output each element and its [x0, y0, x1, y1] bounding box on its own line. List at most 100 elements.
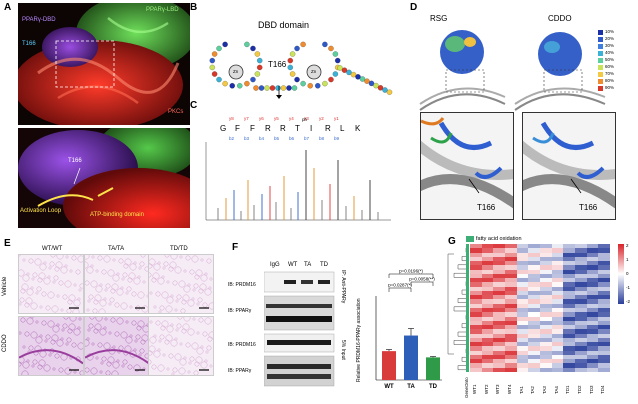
heatmap-cell — [551, 363, 564, 369]
dbd-domain-title: DBD domain — [258, 20, 310, 30]
heatmap-cell — [481, 329, 494, 334]
heatmap-cell — [481, 342, 494, 347]
heatmap-cell — [505, 316, 517, 322]
heatmap-cell — [528, 325, 541, 330]
heatmap-cell — [516, 282, 529, 287]
dbd-bead — [355, 74, 361, 80]
heatmap-cell — [481, 346, 494, 351]
heatmap-cell — [540, 363, 552, 369]
dbd-bead — [335, 57, 341, 64]
heatmap-cell — [481, 308, 494, 313]
heatmap-cell — [470, 248, 482, 253]
heatmap-cell — [505, 252, 517, 258]
lane-td: TD — [320, 262, 328, 268]
atp-domain-label: ATP-binding domain — [90, 212, 144, 218]
heatmap-cell — [540, 325, 552, 330]
dbd-bead — [258, 85, 265, 91]
heatmap-cell — [505, 265, 517, 270]
dbd-bead — [337, 65, 343, 71]
heatmap-cell — [505, 282, 517, 287]
heatmap-cell — [481, 320, 494, 326]
heatmap-cell — [516, 295, 529, 300]
heatmap-cell — [528, 303, 541, 309]
heatmap-cell — [575, 244, 587, 249]
western-blot — [264, 271, 335, 387]
heatmap-cell — [470, 346, 482, 351]
dbd-bead — [222, 41, 228, 48]
legend-label: fatty acid oxidation — [476, 236, 522, 242]
heatmap-cell — [586, 248, 599, 253]
heatmap-cell — [575, 256, 587, 262]
heatmap-cell — [516, 342, 529, 347]
y-ion-mark: y1 — [334, 116, 339, 121]
heatmap-cell — [493, 282, 506, 287]
heatmap-cell — [481, 333, 494, 339]
heatmap-cell — [575, 269, 587, 275]
heatmap-cell — [575, 295, 587, 300]
heatmap-cell — [528, 290, 541, 296]
dbd-bead — [322, 80, 328, 87]
dbd-bead — [332, 71, 339, 77]
heatmap-cell — [563, 308, 576, 313]
heatmap-cell — [575, 354, 587, 360]
heatmap-cell — [528, 248, 541, 253]
scale-label: 70% — [605, 71, 615, 76]
heatmap-cell — [528, 354, 541, 360]
heatmap-cell — [563, 290, 576, 296]
dbd-bead — [294, 45, 300, 52]
heatmap-cell — [551, 354, 564, 360]
dbd-bead — [286, 85, 292, 91]
dbd-bead — [257, 64, 263, 71]
heatmap-cell — [505, 273, 517, 279]
heatmap-cell — [563, 269, 576, 275]
heatmap-cell — [540, 278, 552, 283]
panel-label-f: F — [232, 242, 239, 253]
heatmap-cell — [493, 350, 506, 356]
scale-label: 50% — [605, 57, 615, 62]
heatmap-cell — [586, 354, 599, 360]
scale-bot: -2 — [626, 299, 631, 304]
heatmap-cell — [540, 256, 552, 262]
dbd-bead — [328, 76, 334, 83]
heatmap-cell — [575, 299, 587, 305]
heatmap-cell — [528, 278, 541, 283]
dbd-bead — [341, 67, 348, 73]
dbd-bead — [300, 41, 306, 48]
y-ion-mark: y5 — [274, 116, 279, 121]
dbd-bead — [328, 45, 334, 52]
heatmap-cell — [575, 342, 587, 347]
heatmap-color-scale — [618, 244, 624, 304]
heatmap-cell — [540, 286, 552, 292]
dbd-bead — [254, 51, 261, 57]
dbd-bead — [287, 57, 293, 64]
scale-swatch — [598, 51, 603, 56]
b-ion-mark: b5 — [274, 136, 280, 141]
scale-label: 10% — [605, 29, 615, 34]
histology-tile — [18, 316, 84, 376]
heatmap-cell — [563, 342, 576, 347]
dbd-bead — [211, 71, 218, 77]
heatmap-col-label: TA4 — [553, 386, 559, 394]
dbd-bead — [209, 64, 215, 71]
heatmap-cell — [470, 295, 482, 300]
heatmap-cell — [586, 346, 599, 351]
heatmap-cell — [505, 333, 517, 339]
heatmap-cell — [505, 244, 517, 249]
heatmap-cell — [516, 299, 529, 305]
heatmap-cell — [540, 346, 552, 351]
heatmap-cell — [516, 350, 529, 356]
heatmap-cell — [586, 333, 599, 339]
dbd-bead — [377, 85, 384, 91]
heatmap-cell — [575, 325, 587, 330]
heatmap-cell — [575, 252, 587, 258]
histology-tile — [148, 254, 214, 314]
heatmap-cell — [563, 261, 576, 266]
heatmap-cell — [493, 320, 506, 326]
heatmap-cell — [528, 359, 541, 364]
heatmap-cell — [551, 333, 564, 339]
dbd-bead — [211, 51, 218, 57]
heatmap-cell — [575, 346, 587, 351]
heatmap-cell — [598, 316, 611, 322]
heatmap-cell — [540, 308, 552, 313]
rsg-zoom-svg — [421, 117, 513, 209]
